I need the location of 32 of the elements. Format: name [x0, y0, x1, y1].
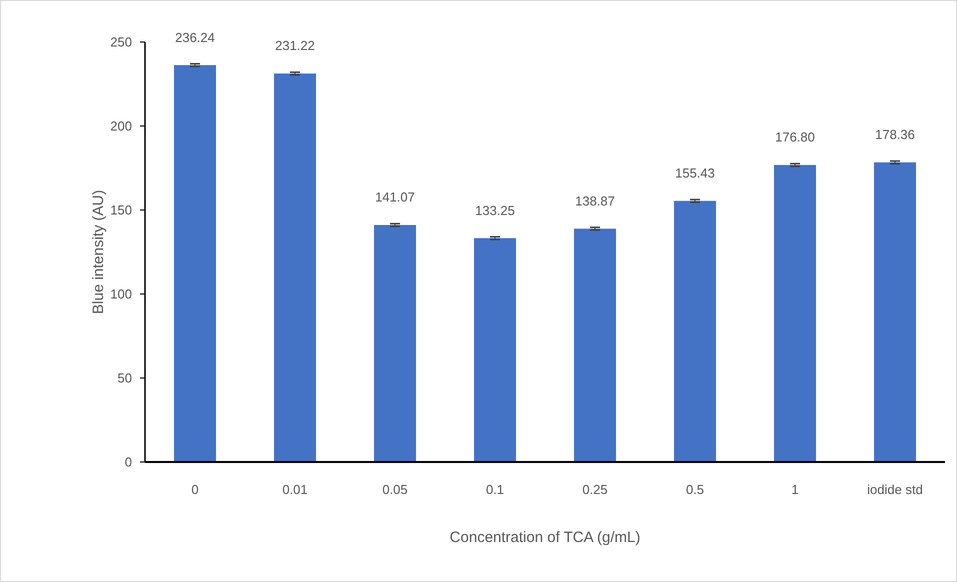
bar: [574, 228, 616, 462]
y-axis-title: Blue intensity (AU): [90, 190, 107, 314]
y-tick-label: 150: [110, 202, 132, 218]
data-label: 236.24: [175, 30, 215, 45]
y-tick-label: 0: [124, 454, 132, 470]
x-tick-label: 0: [191, 482, 199, 497]
x-axis-title: Concentration of TCA (g/mL): [450, 529, 640, 546]
x-tick-label: 0.01: [282, 482, 308, 497]
bar: [374, 225, 416, 462]
bar: [674, 200, 716, 462]
data-label: 133.25: [475, 202, 515, 218]
bar: [274, 74, 316, 462]
x-tick-label: iodide std: [867, 482, 923, 497]
data-label: 155.43: [675, 166, 715, 181]
y-tick-label: 200: [110, 118, 132, 134]
data-label: 138.87: [575, 193, 615, 208]
x-tick-label: 0.25: [582, 482, 608, 497]
x-tick-label: 0.05: [382, 482, 408, 497]
bar: [474, 238, 516, 462]
y-tick-label: 50: [118, 370, 132, 386]
data-label: 231.22: [275, 38, 315, 54]
data-label: 176.80: [775, 130, 815, 145]
y-tick-label: 250: [110, 34, 132, 50]
x-tick-label: 1: [791, 482, 799, 497]
bar: [874, 162, 916, 462]
data-label: 141.07: [375, 190, 415, 205]
x-tick-label: 0.5: [686, 482, 704, 497]
bar: [174, 65, 216, 462]
x-tick-label: 0.1: [486, 482, 504, 497]
bar: [774, 164, 816, 462]
data-label: 178.36: [875, 127, 915, 142]
y-tick-label: 100: [110, 286, 132, 302]
